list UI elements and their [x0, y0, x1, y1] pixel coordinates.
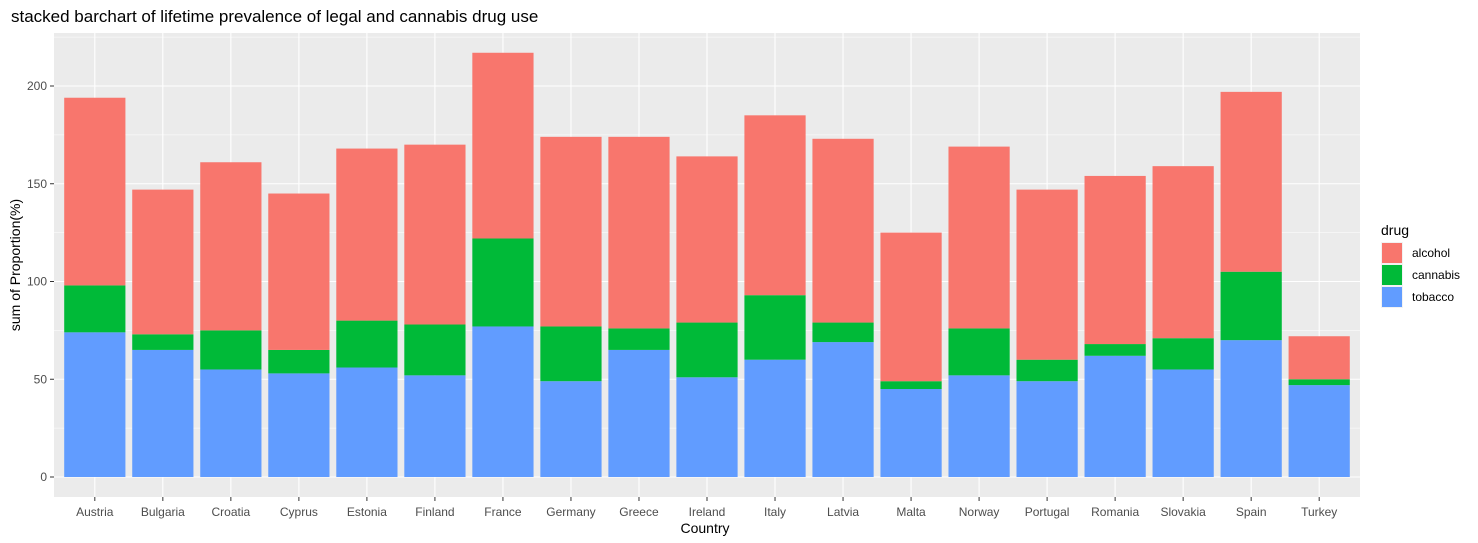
bar-tobacco-malta: [880, 389, 942, 477]
x-tick-label-greece: Greece: [619, 505, 659, 519]
chart-title: stacked barchart of lifetime prevalence …: [11, 7, 538, 26]
bar-tobacco-turkey: [1288, 385, 1350, 477]
bar-cannabis-latvia: [812, 322, 874, 343]
bar-alcohol-portugal: [1016, 189, 1078, 360]
bar-tobacco-germany: [540, 381, 602, 477]
legend-label-alcohol: alcohol: [1412, 246, 1450, 260]
legend-title: drug: [1381, 222, 1409, 238]
bar-tobacco-latvia: [812, 342, 874, 477]
y-tick-label: 50: [34, 372, 48, 386]
bar-cannabis-malta: [880, 381, 942, 390]
bar-cannabis-estonia: [336, 320, 398, 368]
legend-items: alcohol cannabis tobacco: [1381, 242, 1460, 308]
bar-alcohol-latvia: [812, 138, 874, 323]
bar-tobacco-norway: [948, 375, 1010, 477]
legend-label-cannabis: cannabis: [1412, 268, 1460, 282]
bar-tobacco-slovakia: [1152, 369, 1214, 477]
bar-cannabis-italy: [744, 295, 806, 360]
x-tick-label-romania: Romania: [1091, 505, 1139, 519]
bar-cannabis-france: [472, 238, 534, 327]
x-tick-label-estonia: Estonia: [347, 505, 387, 519]
y-tick-label: 150: [27, 177, 47, 191]
bar-alcohol-croatia: [200, 162, 262, 331]
bar-alcohol-turkey: [1288, 336, 1350, 380]
bar-cannabis-cyprus: [268, 349, 330, 374]
x-tick-label-austria: Austria: [76, 505, 114, 519]
bar-alcohol-italy: [744, 115, 806, 296]
bar-tobacco-romania: [1084, 355, 1146, 477]
bar-alcohol-bulgaria: [132, 189, 194, 335]
bar-tobacco-estonia: [336, 367, 398, 477]
bar-cannabis-ireland: [676, 322, 738, 378]
x-tick-label-bulgaria: Bulgaria: [141, 505, 185, 519]
x-tick-label-germany: Germany: [546, 505, 595, 519]
x-tick-label-turkey: Turkey: [1301, 505, 1337, 519]
bar-tobacco-cyprus: [268, 373, 330, 477]
x-tick-label-cyprus: Cyprus: [280, 505, 318, 519]
x-axis: Austria Bulgaria Croatia Cyprus Estonia Finla…: [76, 497, 1337, 519]
bar-tobacco-greece: [608, 349, 670, 477]
legend-swatch-cannabis: [1382, 265, 1402, 285]
bar-alcohol-malta: [880, 232, 942, 382]
bar-alcohol-slovakia: [1152, 166, 1214, 339]
bar-cannabis-croatia: [200, 330, 262, 370]
legend-label-tobacco: tobacco: [1412, 290, 1454, 304]
bar-tobacco-bulgaria: [132, 349, 194, 477]
bar-cannabis-bulgaria: [132, 334, 194, 350]
bar-alcohol-cyprus: [268, 193, 330, 350]
bar-cannabis-finland: [404, 324, 466, 376]
bar-alcohol-france: [472, 52, 534, 239]
bar-cannabis-portugal: [1016, 359, 1078, 382]
bar-alcohol-norway: [948, 146, 1010, 329]
bar-alcohol-germany: [540, 136, 602, 327]
y-axis-title: sum of Proportion(%): [7, 199, 23, 331]
x-tick-label-slovakia: Slovakia: [1160, 505, 1206, 519]
bar-cannabis-greece: [608, 328, 670, 350]
bar-tobacco-austria: [64, 332, 126, 477]
x-axis-title: Country: [680, 520, 729, 536]
bar-tobacco-croatia: [200, 369, 262, 477]
bar-tobacco-portugal: [1016, 381, 1078, 477]
bar-alcohol-spain: [1220, 91, 1282, 272]
x-tick-label-spain: Spain: [1236, 505, 1267, 519]
bar-tobacco-france: [472, 326, 534, 477]
x-tick-label-portugal: Portugal: [1025, 505, 1070, 519]
x-tick-label-italy: Italy: [764, 505, 786, 519]
bar-alcohol-austria: [64, 97, 126, 286]
x-tick-label-ireland: Ireland: [689, 505, 726, 519]
bar-cannabis-romania: [1084, 344, 1146, 356]
y-axis: 0 50 100 150 200: [27, 79, 54, 484]
y-tick-label: 200: [27, 79, 47, 93]
bar-cannabis-slovakia: [1152, 338, 1214, 370]
bar-tobacco-finland: [404, 375, 466, 477]
bar-tobacco-ireland: [676, 377, 738, 477]
bar-alcohol-finland: [404, 144, 466, 325]
bar-cannabis-austria: [64, 285, 126, 333]
legend: drug alcohol cannabis tobacco: [1381, 222, 1460, 308]
bar-alcohol-estonia: [336, 148, 398, 321]
x-tick-label-malta: Malta: [896, 505, 926, 519]
x-tick-label-france: France: [484, 505, 522, 519]
bar-tobacco-spain: [1220, 340, 1282, 477]
bar-alcohol-ireland: [676, 156, 738, 323]
x-tick-label-finland: Finland: [415, 505, 454, 519]
bar-cannabis-turkey: [1288, 379, 1350, 386]
bar-alcohol-romania: [1084, 175, 1146, 345]
y-tick-label: 0: [40, 470, 47, 484]
bar-tobacco-italy: [744, 359, 806, 477]
bar-cannabis-germany: [540, 326, 602, 382]
x-tick-label-norway: Norway: [959, 505, 1000, 519]
bar-alcohol-greece: [608, 136, 670, 329]
legend-swatch-tobacco: [1382, 287, 1402, 307]
legend-swatch-alcohol: [1382, 243, 1402, 263]
x-tick-label-croatia: Croatia: [212, 505, 251, 519]
bar-cannabis-spain: [1220, 271, 1282, 341]
y-tick-label: 100: [27, 275, 47, 289]
bars: [64, 52, 1350, 477]
x-tick-label-latvia: Latvia: [827, 505, 859, 519]
bar-cannabis-norway: [948, 328, 1010, 376]
